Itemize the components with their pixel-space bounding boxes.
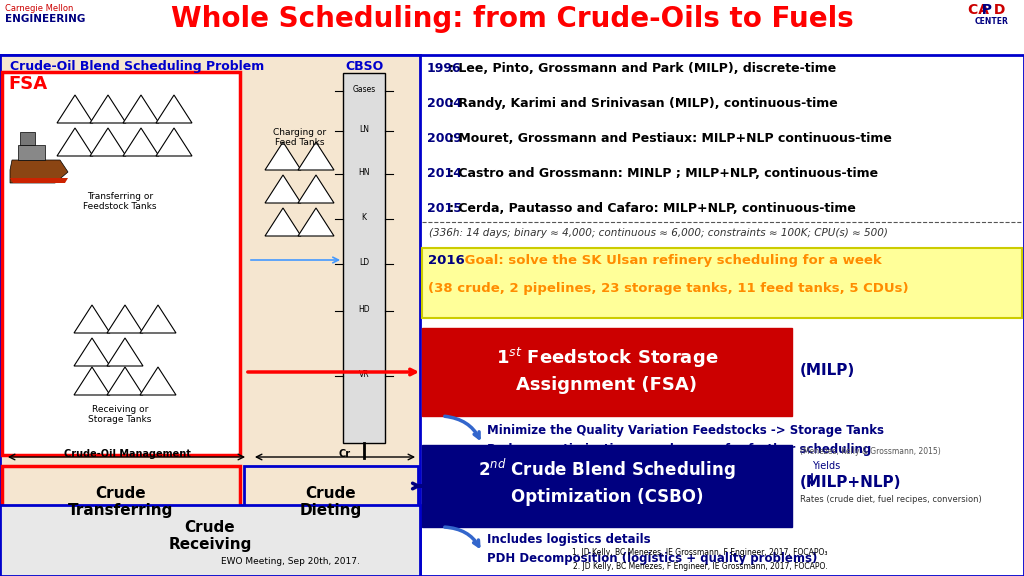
Polygon shape <box>265 142 301 170</box>
Polygon shape <box>140 305 176 333</box>
Polygon shape <box>123 95 159 123</box>
Polygon shape <box>90 128 126 156</box>
FancyBboxPatch shape <box>0 55 420 576</box>
Polygon shape <box>74 367 110 395</box>
Text: Transferring or
Feedstock Tanks: Transferring or Feedstock Tanks <box>83 192 157 211</box>
Text: : Mouret, Grossmann and Pestiaux: MILP+NLP continuous-time: : Mouret, Grossmann and Pestiaux: MILP+N… <box>449 132 892 145</box>
Text: 1$^{st}$ Feedstock Storage: 1$^{st}$ Feedstock Storage <box>496 346 718 370</box>
Text: LN: LN <box>359 125 369 134</box>
Text: (Menezes, Kelly & Grossmann, 2015): (Menezes, Kelly & Grossmann, 2015) <box>800 447 941 456</box>
Polygon shape <box>90 95 126 123</box>
Text: VR: VR <box>358 370 370 379</box>
Text: Includes logistics details: Includes logistics details <box>487 533 650 546</box>
Text: CBSO: CBSO <box>345 60 383 73</box>
Text: (38 crude, 2 pipelines, 23 storage tanks, 11 feed tanks, 5 CDUs): (38 crude, 2 pipelines, 23 storage tanks… <box>428 282 908 295</box>
Text: 2015: 2015 <box>427 202 462 215</box>
Text: 1996: 1996 <box>427 62 462 75</box>
Polygon shape <box>298 142 334 170</box>
Text: Crude
Receiving: Crude Receiving <box>168 520 252 552</box>
Text: P: P <box>972 3 992 17</box>
Text: 2014: 2014 <box>427 167 462 180</box>
Text: 2009: 2009 <box>427 132 462 145</box>
Polygon shape <box>156 95 193 123</box>
Polygon shape <box>20 132 35 145</box>
FancyBboxPatch shape <box>422 248 1022 318</box>
Text: Minimize the Quality Variation Feedstocks -> Storage Tanks: Minimize the Quality Variation Feedstock… <box>487 424 884 437</box>
Text: Goal: solve the SK Ulsan refinery scheduling for a week: Goal: solve the SK Ulsan refinery schedu… <box>460 254 882 267</box>
Text: Reduces optimization search space for further scheduling: Reduces optimization search space for fu… <box>487 443 871 456</box>
Text: Gases: Gases <box>352 85 376 94</box>
Text: Crude
Dieting: Crude Dieting <box>300 486 362 518</box>
Polygon shape <box>18 145 45 160</box>
Text: Crude
Transferring: Crude Transferring <box>69 486 174 518</box>
FancyBboxPatch shape <box>422 328 792 416</box>
Text: HD: HD <box>358 305 370 314</box>
Text: ENGINEERING: ENGINEERING <box>5 14 85 24</box>
Polygon shape <box>74 338 110 366</box>
Text: 1. JD Kelly, BC Menezes, IE Grossmann, F Engineer, 2017, FOCAPO₃: 1. JD Kelly, BC Menezes, IE Grossmann, F… <box>572 548 827 557</box>
FancyBboxPatch shape <box>422 445 792 527</box>
Text: : Randy, Karimi and Srinivasan (MILP), continuous-time: : Randy, Karimi and Srinivasan (MILP), c… <box>449 97 838 110</box>
Text: : Cerda, Pautasso and Cafaro: MILP+NLP, continuous-time: : Cerda, Pautasso and Cafaro: MILP+NLP, … <box>449 202 856 215</box>
Text: Optimization (CSBO): Optimization (CSBO) <box>511 488 703 506</box>
Polygon shape <box>140 367 176 395</box>
Text: HN: HN <box>358 168 370 177</box>
Text: LD: LD <box>359 258 369 267</box>
Text: Carnegie Mellon: Carnegie Mellon <box>5 4 74 13</box>
Text: K: K <box>361 213 367 222</box>
Polygon shape <box>57 128 93 156</box>
FancyBboxPatch shape <box>343 73 385 443</box>
Polygon shape <box>156 128 193 156</box>
Text: 2004: 2004 <box>427 97 462 110</box>
Text: FSA: FSA <box>8 75 47 93</box>
FancyBboxPatch shape <box>2 72 240 455</box>
Polygon shape <box>106 367 143 395</box>
Text: (MILP+NLP): (MILP+NLP) <box>800 475 901 490</box>
Text: 2016: 2016 <box>428 254 465 267</box>
Text: CA D: CA D <box>968 3 1006 17</box>
Polygon shape <box>106 305 143 333</box>
Text: (MILP): (MILP) <box>800 363 855 378</box>
Text: : Lee, Pinto, Grossmann and Park (MILP), discrete-time: : Lee, Pinto, Grossmann and Park (MILP),… <box>449 62 837 75</box>
Text: Assignment (FSA): Assignment (FSA) <box>516 376 697 394</box>
Text: : Castro and Grossmann: MINLP ; MILP+NLP, continuous-time: : Castro and Grossmann: MINLP ; MILP+NLP… <box>449 167 879 180</box>
Polygon shape <box>123 128 159 156</box>
Text: Whole Scheduling: from Crude-Oils to Fuels: Whole Scheduling: from Crude-Oils to Fue… <box>171 5 853 33</box>
Polygon shape <box>106 338 143 366</box>
FancyBboxPatch shape <box>0 0 1024 55</box>
FancyBboxPatch shape <box>244 466 418 571</box>
Polygon shape <box>10 178 68 183</box>
Polygon shape <box>298 208 334 236</box>
FancyBboxPatch shape <box>0 505 420 576</box>
Polygon shape <box>57 95 93 123</box>
Polygon shape <box>265 175 301 203</box>
Text: (336h: 14 days; binary ≈ 4,000; continuous ≈ 6,000; constraints ≈ 100K; CPU(s) ≈: (336h: 14 days; binary ≈ 4,000; continuo… <box>429 228 888 238</box>
Polygon shape <box>74 305 110 333</box>
Text: 2. JD Kelly, BC Menezes, F Engineer, IE Grossmann, 2017, FOCAPO.: 2. JD Kelly, BC Menezes, F Engineer, IE … <box>572 562 827 571</box>
Text: Cr: Cr <box>339 449 351 459</box>
Polygon shape <box>10 160 68 183</box>
Text: Crude-Oil Management: Crude-Oil Management <box>63 449 190 459</box>
Polygon shape <box>298 175 334 203</box>
Text: CENTER: CENTER <box>975 17 1009 26</box>
Text: Receiving or
Storage Tanks: Receiving or Storage Tanks <box>88 405 152 425</box>
Text: PDH Decomposition (logistics + quality problems): PDH Decomposition (logistics + quality p… <box>487 552 817 565</box>
FancyBboxPatch shape <box>0 55 1024 576</box>
Polygon shape <box>265 208 301 236</box>
Text: EWO Meeting, Sep 20th, 2017.: EWO Meeting, Sep 20th, 2017. <box>220 557 359 566</box>
Text: Charging or
Feed Tanks: Charging or Feed Tanks <box>273 128 327 147</box>
Text: 2$^{nd}$ Crude Blend Scheduling: 2$^{nd}$ Crude Blend Scheduling <box>478 457 736 482</box>
Text: Rates (crude diet, fuel recipes, conversion): Rates (crude diet, fuel recipes, convers… <box>800 495 982 504</box>
Text: Yields: Yields <box>812 461 841 471</box>
Text: Crude-Oil Blend Scheduling Problem: Crude-Oil Blend Scheduling Problem <box>10 60 264 73</box>
FancyBboxPatch shape <box>2 466 240 571</box>
